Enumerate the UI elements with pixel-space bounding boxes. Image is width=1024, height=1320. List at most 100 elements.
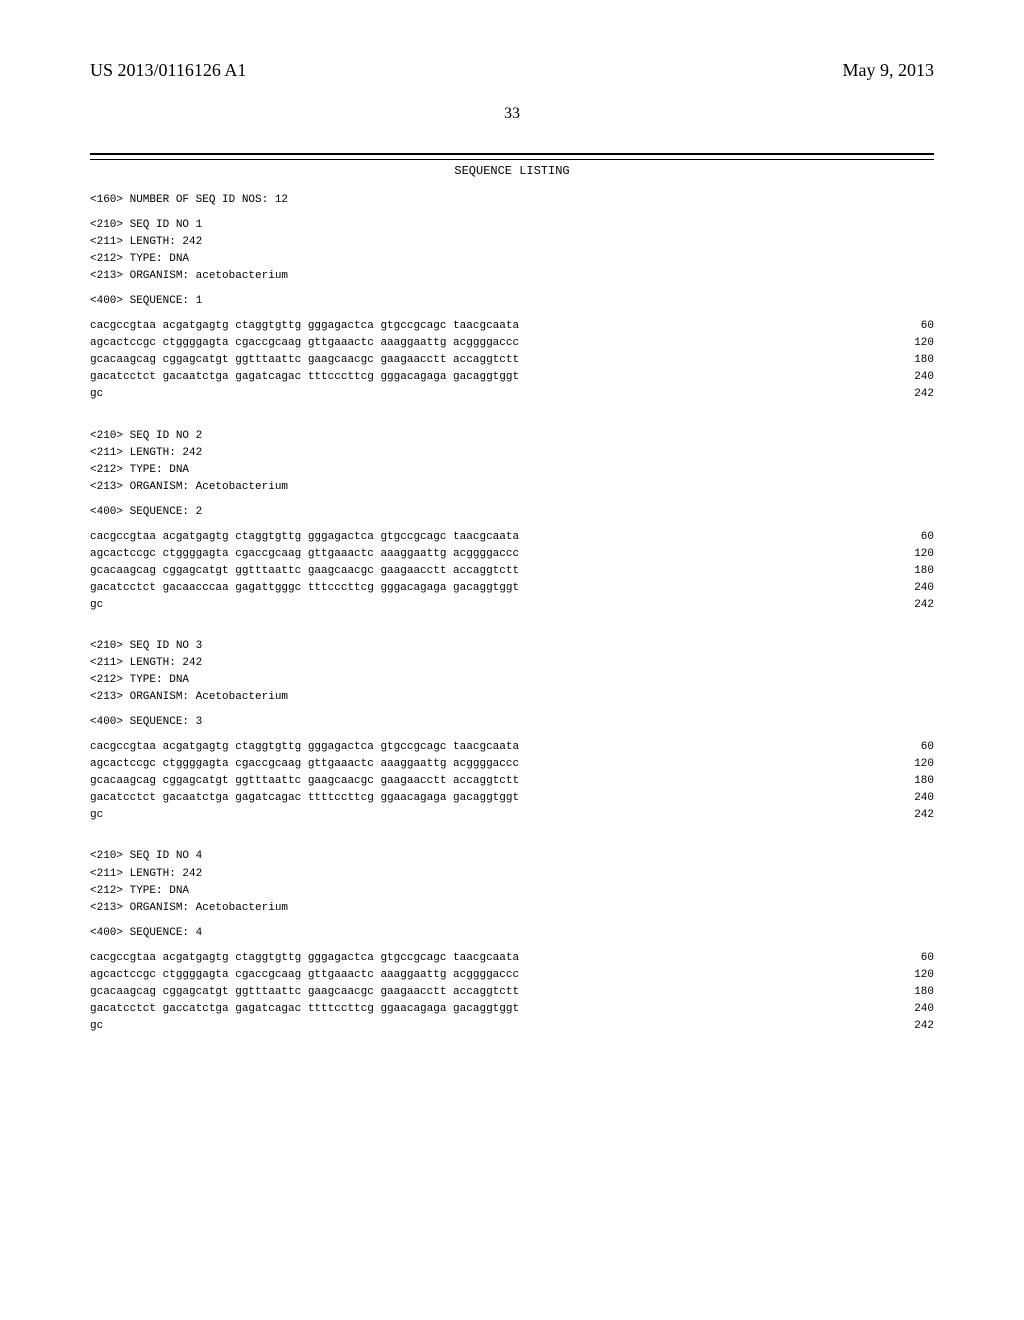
seq-row: gacatcctct gacaatctga gagatcagac ttttcct… (90, 790, 934, 807)
seq-bases: gcacaagcag cggagcatgt ggtttaattc gaagcaa… (90, 984, 519, 1001)
seq-bases: agcactccgc ctggggagta cgaccgcaag gttgaaa… (90, 546, 519, 563)
spacer (90, 521, 934, 529)
seq-label: <400> SEQUENCE: 3 (90, 714, 934, 731)
seq-position: 242 (904, 1018, 934, 1035)
seq-row: cacgccgtaa acgatgagtg ctaggtgttg gggagac… (90, 739, 934, 756)
seq-meta-line: <210> SEQ ID NO 1 (90, 217, 934, 234)
seq-meta-line: <211> LENGTH: 242 (90, 445, 934, 462)
spacer (90, 824, 934, 840)
seq-meta-line: <213> ORGANISM: Acetobacterium (90, 689, 934, 706)
seq-position: 240 (904, 1001, 934, 1018)
doc-date: May 9, 2013 (843, 60, 935, 81)
seq-bases: agcactccgc ctggggagta cgaccgcaag gttgaaa… (90, 335, 519, 352)
seq-label: <400> SEQUENCE: 1 (90, 293, 934, 310)
seq-meta-line: <210> SEQ ID NO 2 (90, 428, 934, 445)
spacer (90, 917, 934, 925)
spacer (90, 706, 934, 714)
seq-position: 242 (904, 597, 934, 614)
seq-bases: agcactccgc ctggggagta cgaccgcaag gttgaaa… (90, 756, 519, 773)
seq-bases: gc (90, 386, 103, 403)
page: US 2013/0116126 A1 May 9, 2013 33 SEQUEN… (0, 0, 1024, 1320)
seq-row: gacatcctct gacaacccaa gagattgggc tttccct… (90, 580, 934, 597)
seq-position: 180 (904, 563, 934, 580)
seq-bases: cacgccgtaa acgatgagtg ctaggtgttg gggagac… (90, 529, 519, 546)
seq-row: gc 242 (90, 807, 934, 824)
spacer (90, 496, 934, 504)
seq-bases: gacatcctct gaccatctga gagatcagac ttttcct… (90, 1001, 519, 1018)
seq-meta-line: <213> ORGANISM: acetobacterium (90, 268, 934, 285)
listing-title: SEQUENCE LISTING (90, 164, 934, 178)
page-number: 33 (90, 105, 934, 123)
seq-bases: gacatcctct gacaacccaa gagattgggc tttccct… (90, 580, 519, 597)
spacer (90, 1051, 934, 1059)
seq-position: 120 (904, 756, 934, 773)
seq-row: agcactccgc ctggggagta cgaccgcaag gttgaaa… (90, 546, 934, 563)
seq-row: gc 242 (90, 1018, 934, 1035)
seq-row: gcacaagcag cggagcatgt ggtttaattc gaagcaa… (90, 352, 934, 369)
seq-position: 60 (904, 529, 934, 546)
seq-meta-line: <210> SEQ ID NO 3 (90, 638, 934, 655)
seq-bases: gcacaagcag cggagcatgt ggtttaattc gaagcaa… (90, 773, 519, 790)
spacer (90, 1035, 934, 1051)
seq-bases: agcactccgc ctggggagta cgaccgcaag gttgaaa… (90, 967, 519, 984)
seq-bases: cacgccgtaa acgatgagtg ctaggtgttg gggagac… (90, 318, 519, 335)
spacer (90, 614, 934, 630)
seq-row: gcacaagcag cggagcatgt ggtttaattc gaagcaa… (90, 773, 934, 790)
seq-position: 60 (904, 950, 934, 967)
seq-row: gc 242 (90, 386, 934, 403)
spacer (90, 840, 934, 848)
seq-row: agcactccgc ctggggagta cgaccgcaag gttgaaa… (90, 335, 934, 352)
seq-meta-line: <211> LENGTH: 242 (90, 234, 934, 251)
seq-bases: cacgccgtaa acgatgagtg ctaggtgttg gggagac… (90, 950, 519, 967)
seq-position: 240 (904, 369, 934, 386)
seq-meta-line: <212> TYPE: DNA (90, 251, 934, 268)
spacer (90, 285, 934, 293)
seq-bases: gacatcctct gacaatctga gagatcagac tttccct… (90, 369, 519, 386)
seq-row: gacatcctct gaccatctga gagatcagac ttttcct… (90, 1001, 934, 1018)
spacer (90, 209, 934, 217)
top-rule (90, 153, 934, 160)
seq-row: gc 242 (90, 597, 934, 614)
seq-position: 240 (904, 580, 934, 597)
spacer (90, 630, 934, 638)
seq-meta-line: <212> TYPE: DNA (90, 883, 934, 900)
seq-meta-line: <213> ORGANISM: Acetobacterium (90, 900, 934, 917)
seq-position: 60 (904, 318, 934, 335)
seq-bases: gcacaagcag cggagcatgt ggtttaattc gaagcaa… (90, 563, 519, 580)
seq-meta-line: <212> TYPE: DNA (90, 672, 934, 689)
seq-meta-line: <210> SEQ ID NO 4 (90, 848, 934, 865)
seq-position: 180 (904, 352, 934, 369)
page-header: US 2013/0116126 A1 May 9, 2013 (90, 60, 934, 81)
seq-position: 60 (904, 739, 934, 756)
seq-row: gcacaagcag cggagcatgt ggtttaattc gaagcaa… (90, 563, 934, 580)
seq-bases: gcacaagcag cggagcatgt ggtttaattc gaagcaa… (90, 352, 519, 369)
spacer (90, 942, 934, 950)
seq-bases: gc (90, 597, 103, 614)
seq-position: 242 (904, 807, 934, 824)
seq-meta-line: <211> LENGTH: 242 (90, 655, 934, 672)
seq-position: 120 (904, 967, 934, 984)
spacer (90, 310, 934, 318)
seq-row: cacgccgtaa acgatgagtg ctaggtgttg gggagac… (90, 318, 934, 335)
seq-bases: gacatcctct gacaatctga gagatcagac ttttcct… (90, 790, 519, 807)
spacer (90, 731, 934, 739)
seq-bases: cacgccgtaa acgatgagtg ctaggtgttg gggagac… (90, 739, 519, 756)
spacer (90, 404, 934, 420)
seq-position: 120 (904, 546, 934, 563)
seq-row: agcactccgc ctggggagta cgaccgcaag gttgaaa… (90, 756, 934, 773)
seq-label: <400> SEQUENCE: 2 (90, 504, 934, 521)
doc-id: US 2013/0116126 A1 (90, 60, 246, 81)
seq-position: 180 (904, 984, 934, 1001)
sequences-container: <210> SEQ ID NO 1<211> LENGTH: 242<212> … (90, 217, 934, 1059)
seq-label: <400> SEQUENCE: 4 (90, 925, 934, 942)
seq-row: gacatcctct gacaatctga gagatcagac tttccct… (90, 369, 934, 386)
seq-position: 120 (904, 335, 934, 352)
num-seq-line: <160> NUMBER OF SEQ ID NOS: 12 (90, 192, 934, 209)
seq-row: gcacaagcag cggagcatgt ggtttaattc gaagcaa… (90, 984, 934, 1001)
seq-position: 242 (904, 386, 934, 403)
seq-bases: gc (90, 1018, 103, 1035)
seq-meta-line: <213> ORGANISM: Acetobacterium (90, 479, 934, 496)
seq-meta-line: <212> TYPE: DNA (90, 462, 934, 479)
seq-bases: gc (90, 807, 103, 824)
seq-position: 180 (904, 773, 934, 790)
